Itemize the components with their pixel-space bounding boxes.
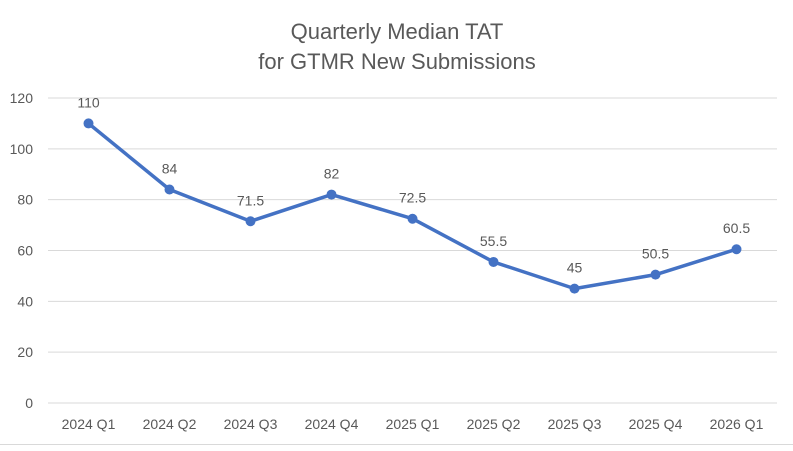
- x-tick-label: 2024 Q2: [143, 416, 197, 432]
- y-tick-label: 100: [10, 141, 34, 157]
- x-tick-label: 2026 Q1: [710, 416, 764, 432]
- data-label: 72.5: [399, 190, 426, 206]
- data-point: [164, 184, 175, 195]
- data-label: 110: [77, 94, 100, 110]
- x-tick-label: 2025 Q4: [629, 416, 683, 432]
- y-tick-label: 80: [17, 192, 33, 208]
- x-tick-label: 2024 Q1: [62, 416, 116, 432]
- data-point: [83, 118, 94, 129]
- data-point: [569, 283, 580, 294]
- x-tick-label: 2024 Q4: [305, 416, 359, 432]
- x-tick-label: 2025 Q3: [548, 416, 602, 432]
- series-line: [87, 122, 738, 291]
- x-tick-label: 2025 Q2: [467, 416, 521, 432]
- data-point: [731, 244, 742, 255]
- y-tick-label: 40: [17, 293, 33, 309]
- x-tick-label: 2024 Q3: [224, 416, 278, 432]
- data-label: 84: [162, 161, 178, 177]
- y-tick-label: 60: [17, 243, 33, 259]
- data-label: 45: [567, 260, 583, 276]
- chart-title-line-1: Quarterly Median TAT: [291, 19, 504, 44]
- data-point: [407, 213, 418, 224]
- chart-title-line-2: for GTMR New Submissions: [258, 49, 536, 74]
- x-tick-label: 2025 Q1: [386, 416, 440, 432]
- y-tick-label: 120: [10, 90, 34, 106]
- y-tick-label: 0: [25, 395, 33, 411]
- data-label: 60.5: [723, 220, 750, 236]
- data-label: 55.5: [480, 233, 507, 249]
- y-tick-label: 20: [17, 344, 33, 360]
- data-label: 50.5: [642, 246, 669, 262]
- data-label: 71.5: [237, 192, 264, 208]
- data-label: 82: [324, 166, 340, 182]
- data-point: [488, 256, 499, 267]
- data-point: [245, 216, 256, 227]
- data-point: [650, 269, 661, 280]
- data-point: [326, 189, 337, 200]
